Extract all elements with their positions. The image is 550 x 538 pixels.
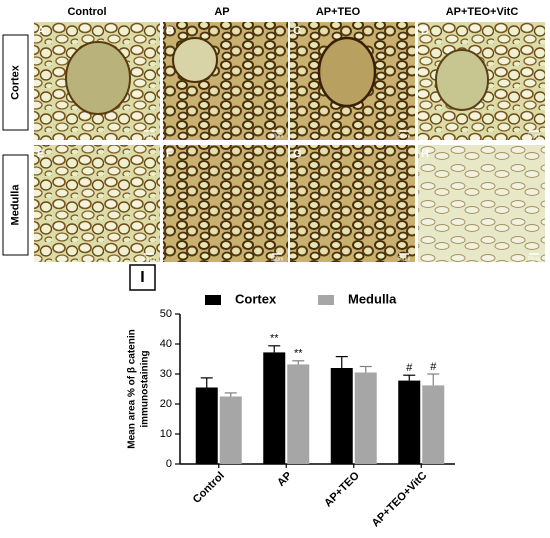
panel-letter: F	[166, 148, 173, 160]
scale-bar-label: 50µm	[528, 256, 541, 262]
panel-letter: G	[293, 148, 302, 160]
scale-bar-label: 50µm	[143, 133, 156, 139]
column-header: Control	[67, 6, 106, 18]
legend-label: Medulla	[348, 291, 397, 306]
x-tick-label: AP+TEO+VitC	[370, 470, 430, 530]
micrographs	[34, 22, 545, 262]
scale-bar-label: 50µm	[143, 256, 156, 262]
x-tick-label: Control	[191, 470, 227, 506]
y-axis-label: immunostaining	[140, 350, 151, 427]
column-header: AP+TEO	[316, 6, 361, 18]
bar	[422, 385, 445, 464]
panel-letter: E	[37, 148, 44, 160]
y-tick-label: 30	[160, 368, 172, 380]
scale-bar-label: 50µm	[398, 133, 411, 139]
legend-swatch	[205, 295, 221, 305]
row-label: Medulla	[9, 184, 21, 226]
bar	[195, 387, 218, 464]
scale-bar-label: 50µm	[271, 256, 284, 262]
panel-letter: B	[166, 25, 174, 37]
micrograph	[418, 145, 545, 262]
panel-letter: A	[37, 25, 45, 37]
row-label-box	[2, 34, 29, 131]
panel-letter: H	[421, 148, 429, 160]
bar	[219, 396, 242, 464]
micrograph	[163, 22, 288, 140]
y-tick-label: 40	[160, 338, 172, 350]
significance-label: **	[270, 333, 279, 345]
y-tick-label: 20	[160, 398, 172, 410]
column-header: AP+TEO+VitC	[446, 6, 519, 18]
glomerulus	[317, 36, 377, 108]
scale-bar-label: 50µm	[398, 256, 411, 262]
y-tick-label: 10	[160, 428, 172, 440]
x-tick-label: AP+TEO	[322, 469, 362, 509]
legend-label: Cortex	[235, 291, 277, 306]
bar	[330, 368, 353, 464]
legend-swatch	[318, 295, 334, 305]
bar	[287, 364, 310, 464]
y-tick-label: 50	[160, 308, 172, 320]
row-label: Cortex	[9, 64, 21, 100]
chart-label-box	[129, 264, 156, 291]
significance-label: #	[430, 361, 437, 373]
y-tick-label: 0	[166, 458, 172, 470]
scale-bar-label: 50µm	[528, 133, 541, 139]
significance-label: #	[406, 362, 413, 374]
bar	[263, 352, 286, 464]
glomerulus	[65, 41, 131, 115]
glomerulus	[172, 37, 218, 83]
chart-label: I	[140, 269, 144, 286]
panel-letter: D	[421, 25, 429, 37]
x-tick-label: AP	[275, 470, 294, 489]
scale-bar-label: 50µm	[271, 133, 284, 139]
micrograph	[290, 145, 415, 262]
micrograph	[163, 145, 288, 262]
micrograph	[34, 145, 160, 262]
significance-label: **	[294, 348, 303, 360]
glomerulus	[435, 49, 489, 111]
row-label-box	[2, 154, 29, 256]
y-axis-label: Mean area % of β catenin	[127, 329, 138, 448]
column-header: AP	[214, 6, 229, 18]
panel-letter: C	[293, 25, 301, 37]
bar	[398, 380, 421, 464]
bar	[354, 372, 377, 464]
